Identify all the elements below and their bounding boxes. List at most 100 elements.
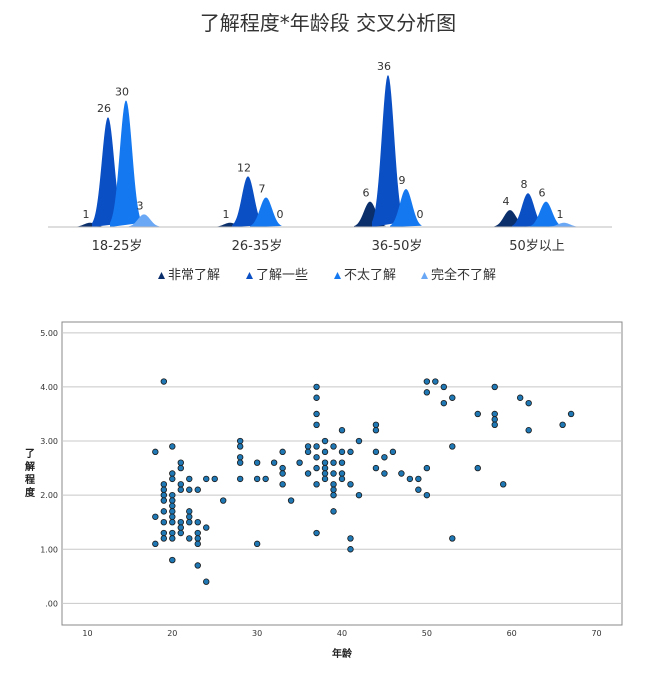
data-point bbox=[330, 486, 337, 493]
data-point bbox=[491, 421, 498, 428]
data-point bbox=[169, 513, 176, 520]
data-point bbox=[253, 459, 261, 466]
x-tick-label: 20 bbox=[167, 629, 177, 638]
data-point bbox=[347, 481, 354, 488]
data-point bbox=[423, 491, 431, 499]
data-point bbox=[313, 383, 320, 391]
chart-title: 了解程度*年龄段 交叉分析图 bbox=[200, 11, 456, 35]
data-point bbox=[262, 475, 269, 483]
data-point bbox=[338, 470, 346, 477]
data-point bbox=[389, 448, 397, 456]
data-point bbox=[321, 475, 329, 483]
data-point bbox=[169, 556, 176, 564]
data-point bbox=[330, 470, 337, 477]
data-point bbox=[253, 540, 261, 548]
data-point bbox=[236, 454, 244, 461]
data-point bbox=[313, 454, 320, 461]
legend-item[interactable]: 完全不了解 bbox=[421, 267, 496, 283]
x-tick-label: 50 bbox=[422, 629, 432, 638]
peak-value-label: 9 bbox=[399, 174, 406, 187]
data-point bbox=[474, 464, 481, 472]
peak-2-3 bbox=[530, 201, 562, 227]
data-point bbox=[279, 481, 286, 488]
x-axis-ticks: 10 20 30 40 50 60 70 bbox=[82, 629, 601, 638]
data-point bbox=[313, 421, 320, 428]
data-point bbox=[186, 475, 193, 483]
x-tick-label: 30 bbox=[252, 629, 262, 638]
data-point bbox=[423, 464, 431, 472]
peak-2-2 bbox=[390, 189, 422, 227]
peak-value-label: 36 bbox=[377, 60, 391, 73]
data-point bbox=[236, 475, 244, 483]
data-point bbox=[423, 389, 431, 396]
data-point bbox=[330, 443, 337, 450]
y-axis-title-char: 度 bbox=[25, 486, 36, 499]
plot-frame bbox=[61, 321, 623, 626]
data-point bbox=[381, 470, 388, 477]
y-tick-label: 4.00 bbox=[40, 383, 58, 392]
data-point bbox=[525, 427, 532, 434]
triangle-marker-icon bbox=[246, 272, 253, 279]
peak-value-label: 8 bbox=[521, 178, 528, 191]
data-point bbox=[525, 399, 532, 407]
data-point bbox=[415, 486, 422, 493]
data-point bbox=[304, 443, 312, 450]
y-axis-title-char: 解 bbox=[25, 460, 35, 473]
data-point bbox=[381, 454, 388, 461]
peak-value-label: 0 bbox=[417, 208, 424, 221]
y-tick-label: 1.00 bbox=[40, 545, 58, 554]
data-point bbox=[347, 448, 354, 456]
data-point bbox=[160, 486, 168, 493]
legend-item[interactable]: 了解一些 bbox=[246, 268, 308, 283]
category-labels: 18-25岁 26-35岁 36-50岁 50岁以上 bbox=[92, 239, 565, 254]
data-point bbox=[321, 437, 329, 445]
legend-item[interactable]: 不太了解 bbox=[334, 268, 396, 283]
data-point bbox=[279, 448, 286, 456]
data-point bbox=[372, 421, 380, 428]
data-point bbox=[338, 459, 346, 466]
data-point bbox=[321, 464, 329, 472]
data-point bbox=[194, 486, 201, 493]
data-point bbox=[203, 475, 210, 483]
triangle-marker-icon bbox=[158, 272, 165, 279]
data-point bbox=[270, 459, 278, 466]
legend-label: 完全不了解 bbox=[431, 267, 496, 283]
legend-label: 不太了解 bbox=[344, 268, 396, 283]
peak-2-1 bbox=[250, 197, 282, 227]
data-point bbox=[449, 535, 456, 542]
data-point bbox=[491, 383, 498, 391]
scatter-points bbox=[152, 378, 575, 585]
peak-value-label: 7 bbox=[259, 182, 266, 195]
data-point bbox=[177, 529, 184, 537]
legend-item[interactable]: 非常了解 bbox=[158, 268, 220, 283]
data-point bbox=[321, 459, 329, 466]
peak-value-label: 30 bbox=[115, 85, 129, 98]
data-point bbox=[186, 535, 193, 542]
y-axis-title-char: 程 bbox=[25, 473, 35, 486]
x-tick-label: 70 bbox=[591, 629, 601, 638]
peak-value-label: 26 bbox=[97, 102, 111, 115]
y-axis-ticks: .00 1.00 2.00 3.00 4.00 5.00 bbox=[40, 329, 58, 609]
data-point bbox=[203, 578, 210, 585]
data-point bbox=[169, 497, 176, 504]
y-axis-title-char: 了 bbox=[25, 448, 35, 460]
data-point bbox=[449, 443, 456, 450]
gridlines bbox=[62, 332, 622, 604]
data-point bbox=[398, 470, 405, 477]
peak-1-2 bbox=[372, 75, 404, 227]
data-point bbox=[313, 529, 320, 537]
peak-value-label: 3 bbox=[137, 199, 144, 212]
data-point bbox=[355, 491, 363, 499]
data-point bbox=[440, 399, 448, 407]
data-point bbox=[330, 481, 337, 488]
data-point bbox=[567, 410, 575, 418]
data-point bbox=[313, 464, 320, 472]
y-tick-label: .00 bbox=[45, 599, 58, 608]
data-point bbox=[347, 546, 354, 553]
legend-label: 了解一些 bbox=[256, 268, 308, 283]
peak-value-label: 6 bbox=[363, 187, 370, 200]
data-point bbox=[220, 497, 227, 504]
data-point bbox=[253, 475, 261, 483]
